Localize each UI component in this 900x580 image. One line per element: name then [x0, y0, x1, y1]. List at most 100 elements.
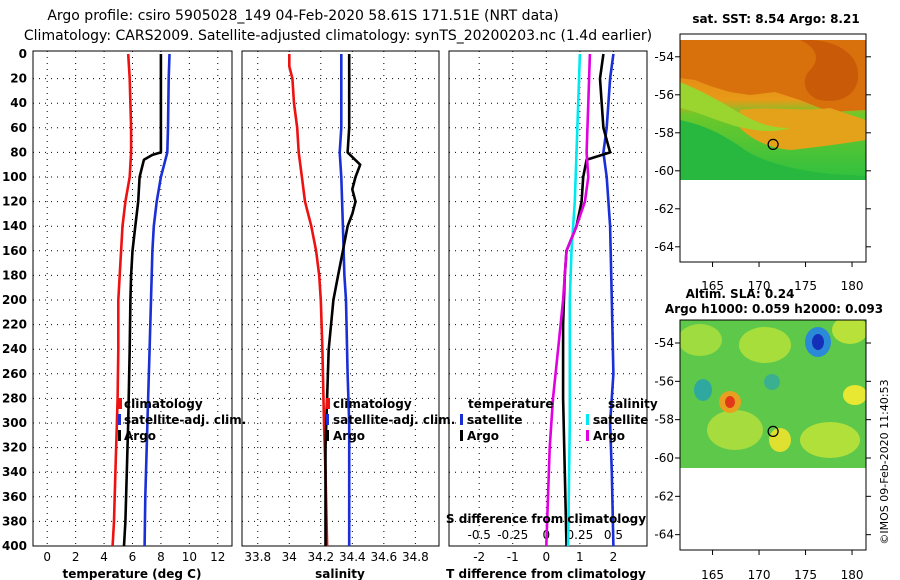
difference-legend: temperature satellite Argo salinity sate…	[460, 397, 658, 443]
x-tick-label: 12	[210, 550, 225, 564]
legend-label-sal-argo: Argo	[593, 429, 625, 443]
legend-label-climatology: climatology	[333, 397, 412, 411]
legend-label-sal-satellite: satellite	[593, 413, 648, 427]
x-tick-label: 0	[43, 550, 51, 564]
sla-argo-location-marker	[767, 425, 779, 437]
map-frame	[679, 319, 867, 551]
depth-tick-label: 400	[2, 539, 27, 553]
sst-cool-front	[680, 82, 790, 132]
depth-tick-label: 80	[10, 145, 27, 159]
legend-swatch-temp-argo	[460, 430, 463, 441]
map-lat-tick-label: -56	[654, 88, 674, 102]
sst-map-axes: -54 -56 -58 -60 -62 -64 165 170 175 180	[654, 33, 871, 293]
series-line-argo	[122, 54, 163, 547]
temperature-xlabel: temperature (deg C)	[63, 567, 202, 580]
series-line-salinity-argo	[545, 53, 592, 547]
salinity-panel-frame	[241, 50, 440, 547]
series-line-temperature-argo	[561, 53, 612, 547]
secondary-x-tick-label: 0.25	[567, 528, 594, 542]
legend-heading-salinity: salinity	[608, 397, 658, 411]
x-tick-label: 10	[182, 550, 197, 564]
map-lon-tick-label: 180	[841, 568, 864, 580]
sst-argo-location-marker	[767, 138, 779, 150]
map-lon-tick-label: 170	[748, 568, 771, 580]
sst-warm-eddy	[800, 40, 859, 101]
difference-panel: -2 -1 0 1 2-0.5 -0.25 0 0.25 0.5	[449, 51, 647, 564]
x-tick-label: 2	[610, 550, 618, 564]
salinity-xlabel: salinity	[315, 567, 365, 580]
depth-tick-label: 100	[2, 170, 27, 184]
depth-tick-label: 280	[2, 391, 27, 405]
legend-swatch-satellite-adj	[118, 414, 121, 425]
x-tick-label: 8	[157, 550, 165, 564]
depth-tick-label: 340	[2, 465, 27, 479]
legend-label-temp-argo: Argo	[467, 429, 499, 443]
secondary-x-tick-label: -0.25	[497, 528, 528, 542]
map-lon-tick-label: 165	[701, 279, 724, 293]
sla-light-patch	[680, 324, 722, 356]
depth-tick-label: 20	[10, 72, 27, 86]
depth-tick-label: 240	[2, 342, 27, 356]
map-lon-tick-label: 175	[794, 279, 817, 293]
imos-credit: ©IMOS 09-Feb-2020 11:40:53	[878, 379, 891, 544]
sla-cold-eddy-core	[812, 334, 824, 350]
series-line-salinity-satellite	[566, 53, 582, 547]
sla-cool-patch	[694, 379, 712, 401]
legend-label-climatology: climatology	[124, 397, 203, 411]
map-lat-tick-label: -64	[654, 240, 674, 254]
figure-title-line2: Climatology: CARS2009. Satellite-adjuste…	[24, 28, 652, 44]
sla-light-patch	[739, 327, 791, 363]
legend-heading-temperature: temperature	[468, 397, 553, 411]
legend-label-argo: Argo	[333, 429, 365, 443]
depth-tick-label: 220	[2, 318, 27, 332]
x-tick-label: 34.8	[402, 550, 429, 564]
legend-swatch-sal-argo	[586, 430, 589, 441]
map-lon-tick-label: 180	[841, 279, 864, 293]
legend-swatch-sal-satellite	[586, 414, 589, 425]
x-tick-label: 33.8	[244, 550, 271, 564]
difference-xlabel: T difference from climatology	[446, 567, 646, 580]
map-lat-tick-label: -62	[654, 489, 674, 503]
legend-swatch-satellite-adj	[326, 414, 329, 425]
map-lon-tick-label: 175	[794, 568, 817, 580]
map-lat-tick-label: -58	[654, 413, 674, 427]
sla-map-subtitle: Argo h1000: 0.059 h2000: 0.093	[665, 302, 883, 316]
sst-cold-patch	[680, 120, 866, 180]
sla-map-axes: -54 -56 -58 -60 -62 -64 165 170 175 180	[654, 319, 871, 580]
depth-tick-label: 300	[2, 416, 27, 430]
depth-tick-label: 0	[19, 47, 27, 61]
map-lon-tick-label: 165	[701, 568, 724, 580]
sla-map-title: Altim. SLA: 0.24	[686, 287, 795, 301]
x-tick-label: -1	[507, 550, 519, 564]
depth-tick-label: 360	[2, 490, 27, 504]
sla-cool-patch	[764, 374, 780, 390]
legend-swatch-climatology	[118, 398, 122, 409]
x-tick-label: 34.6	[370, 550, 397, 564]
depth-tick-label: 160	[2, 244, 27, 258]
depth-tick-label: 260	[2, 367, 27, 381]
temperature-legend: climatology satellite-adj. clim. Argo	[118, 397, 246, 443]
legend-swatch-climatology	[326, 398, 330, 409]
map-lat-tick-label: -54	[654, 336, 674, 350]
map-lat-tick-label: -56	[654, 374, 674, 388]
difference-panel-frame	[448, 50, 648, 547]
depth-tick-label: 40	[10, 96, 27, 110]
x-tick-label: 0	[543, 550, 551, 564]
x-tick-label: 1	[576, 550, 584, 564]
series-line-climatology	[111, 53, 133, 547]
legend-label-satellite-adj: satellite-adj. clim.	[124, 413, 246, 427]
x-tick-label: 34.4	[339, 550, 366, 564]
depth-tick-label: 60	[10, 121, 27, 135]
x-tick-label: 4	[100, 550, 108, 564]
legend-label-satellite-adj: satellite-adj. clim.	[333, 413, 455, 427]
series-line-climatology	[287, 54, 329, 547]
x-tick-label: 34	[282, 550, 297, 564]
depth-tick-label: 140	[2, 219, 27, 233]
difference-secondary-xlabel: S difference from climatology	[446, 512, 646, 526]
map-lat-tick-label: -60	[654, 451, 674, 465]
depth-axis: 0 20 40 60 80 100 120 140 160 180 200 220 240 260 280 3…	[2, 47, 27, 553]
map-lat-tick-label: -62	[654, 202, 674, 216]
salinity-legend: climatology satellite-adj. clim. Argo	[326, 397, 455, 443]
map-lon-tick-label: 170	[748, 279, 771, 293]
